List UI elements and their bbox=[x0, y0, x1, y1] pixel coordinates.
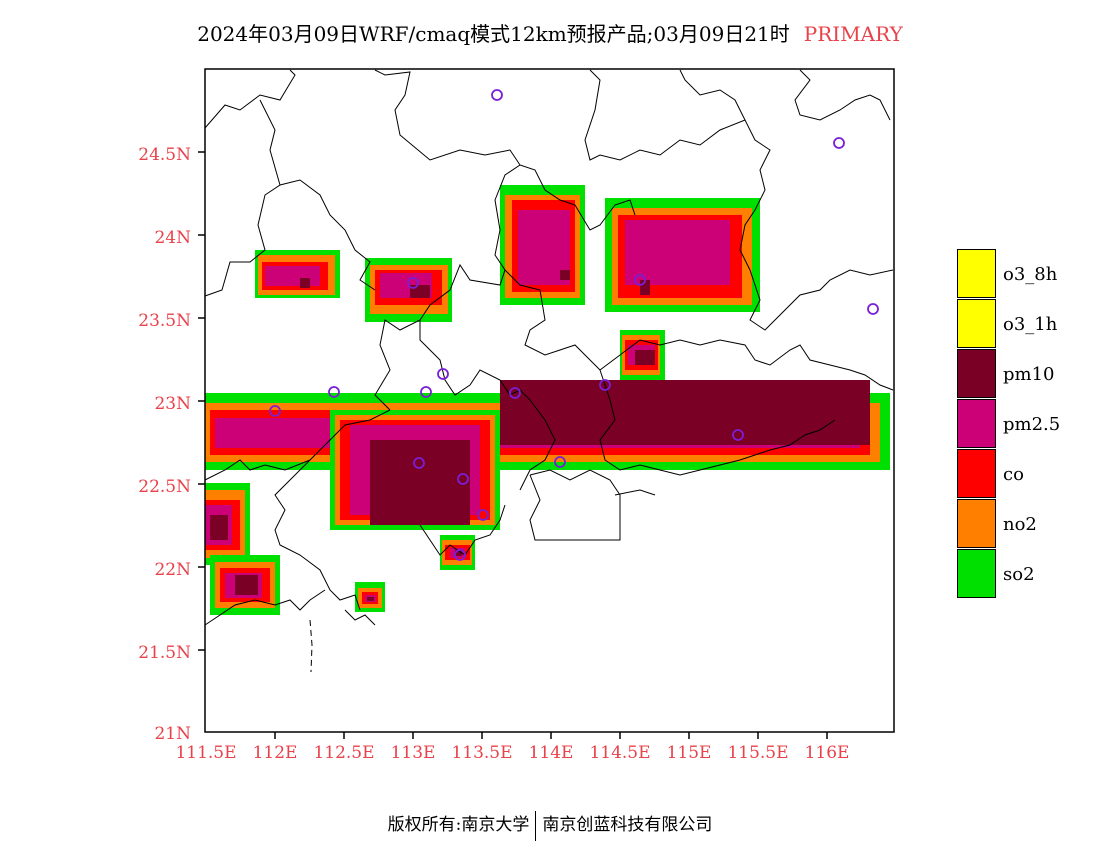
legend-item-o3-1h: o3_1h bbox=[957, 299, 1060, 349]
station-marker bbox=[833, 137, 845, 149]
y-label-23n: 23N bbox=[154, 394, 191, 414]
x-label-113-5e: 113.5E bbox=[451, 743, 512, 763]
legend-label: so2 bbox=[1003, 563, 1035, 585]
cell-pm10 bbox=[410, 285, 430, 298]
station-marker bbox=[554, 456, 566, 468]
y-label-23-5n: 23.5N bbox=[138, 311, 191, 331]
legend-item-so2: so2 bbox=[957, 549, 1060, 599]
station-marker bbox=[634, 274, 646, 286]
station-marker bbox=[599, 379, 611, 391]
station-marker bbox=[454, 549, 466, 561]
legend-swatch bbox=[957, 349, 996, 398]
y-label-21-5n: 21.5N bbox=[138, 643, 191, 663]
legend-swatch bbox=[957, 549, 996, 598]
legend-item-pm10: pm10 bbox=[957, 349, 1060, 399]
x-label-115e: 115E bbox=[667, 743, 712, 763]
y-axis-labels: 24.5N 24N 23.5N 23N 22.5N 22N 21.5N 21N bbox=[138, 145, 191, 744]
station-marker bbox=[491, 89, 503, 101]
station-marker bbox=[867, 303, 879, 315]
pollutant-legend: o3_8h o3_1h pm10 pm2.5 co no2 so2 bbox=[957, 249, 1060, 599]
legend-item-co: co bbox=[957, 449, 1060, 499]
cell-pm10 bbox=[367, 597, 374, 601]
y-label-21n: 21N bbox=[154, 724, 191, 744]
y-label-22-5n: 22.5N bbox=[138, 477, 191, 497]
y-label-24-5n: 24.5N bbox=[138, 145, 191, 165]
legend-item-no2: no2 bbox=[957, 499, 1060, 549]
copyright-right: 南京创蓝科技有限公司 bbox=[542, 815, 713, 835]
footer-divider bbox=[535, 810, 537, 841]
cell-pm10 bbox=[560, 270, 570, 280]
pollution-cells bbox=[205, 185, 890, 615]
x-label-111-5e: 111.5E bbox=[175, 743, 236, 763]
monitor-stations bbox=[269, 89, 879, 561]
admin-boundaries bbox=[204, 69, 894, 673]
legend-label: no2 bbox=[1003, 513, 1037, 535]
x-label-113e: 113E bbox=[391, 743, 436, 763]
x-label-112e: 112E bbox=[253, 743, 298, 763]
copyright-footer: 版权所有:南京大学 南京创蓝科技有限公司 bbox=[0, 810, 1100, 841]
x-label-116e: 116E bbox=[805, 743, 850, 763]
x-label-115-5e: 115.5E bbox=[727, 743, 788, 763]
legend-label: o3_1h bbox=[1003, 313, 1058, 335]
cell-pm2-5 bbox=[265, 266, 320, 286]
cell-pm2-5 bbox=[625, 220, 730, 285]
station-marker bbox=[509, 387, 521, 399]
station-marker bbox=[413, 457, 425, 469]
cell-pm10 bbox=[210, 515, 228, 540]
cell-pm10 bbox=[635, 350, 655, 365]
copyright-left: 版权所有:南京大学 bbox=[387, 815, 530, 835]
cell-pm10 bbox=[640, 280, 650, 295]
legend-label: o3_8h bbox=[1003, 263, 1058, 285]
cell-pm10 bbox=[370, 440, 470, 525]
y-label-22n: 22N bbox=[154, 560, 191, 580]
station-marker bbox=[477, 509, 489, 521]
station-marker bbox=[420, 386, 432, 398]
y-label-24n: 24N bbox=[154, 228, 191, 248]
legend-swatch bbox=[957, 249, 996, 298]
legend-item-o3-8h: o3_8h bbox=[957, 249, 1060, 299]
station-marker bbox=[437, 368, 449, 380]
station-marker bbox=[732, 429, 744, 441]
legend-swatch bbox=[957, 449, 996, 498]
station-marker bbox=[407, 277, 419, 289]
legend-label: co bbox=[1003, 463, 1024, 485]
station-marker bbox=[328, 386, 340, 398]
legend-label: pm2.5 bbox=[1003, 413, 1061, 435]
title-text: 2024年03月09日WRF/cmaq模式12km预报产品;03月09日21时 bbox=[197, 22, 790, 46]
cell-pm10 bbox=[455, 550, 462, 556]
cell-pm10 bbox=[300, 278, 310, 288]
x-axis-labels: 111.5E 112E 112.5E 113E 113.5E 114E 114.… bbox=[175, 743, 849, 763]
map-title: 2024年03月09日WRF/cmaq模式12km预报产品;03月09日21时 P… bbox=[0, 18, 1100, 47]
legend-item-pm2-5: pm2.5 bbox=[957, 399, 1060, 449]
legend-swatch bbox=[957, 499, 996, 548]
legend-swatch bbox=[957, 399, 996, 448]
x-label-112-5e: 112.5E bbox=[313, 743, 374, 763]
station-marker bbox=[457, 473, 469, 485]
station-marker bbox=[269, 405, 281, 417]
legend-label: pm10 bbox=[1003, 363, 1055, 385]
axis-ticks bbox=[198, 151, 828, 739]
legend-swatch bbox=[957, 299, 996, 348]
x-label-114-5e: 114.5E bbox=[589, 743, 650, 763]
x-label-114e: 114E bbox=[529, 743, 574, 763]
cell-pm10 bbox=[500, 380, 870, 445]
primary-tag: PRIMARY bbox=[803, 22, 903, 46]
cell-pm10 bbox=[235, 575, 258, 595]
